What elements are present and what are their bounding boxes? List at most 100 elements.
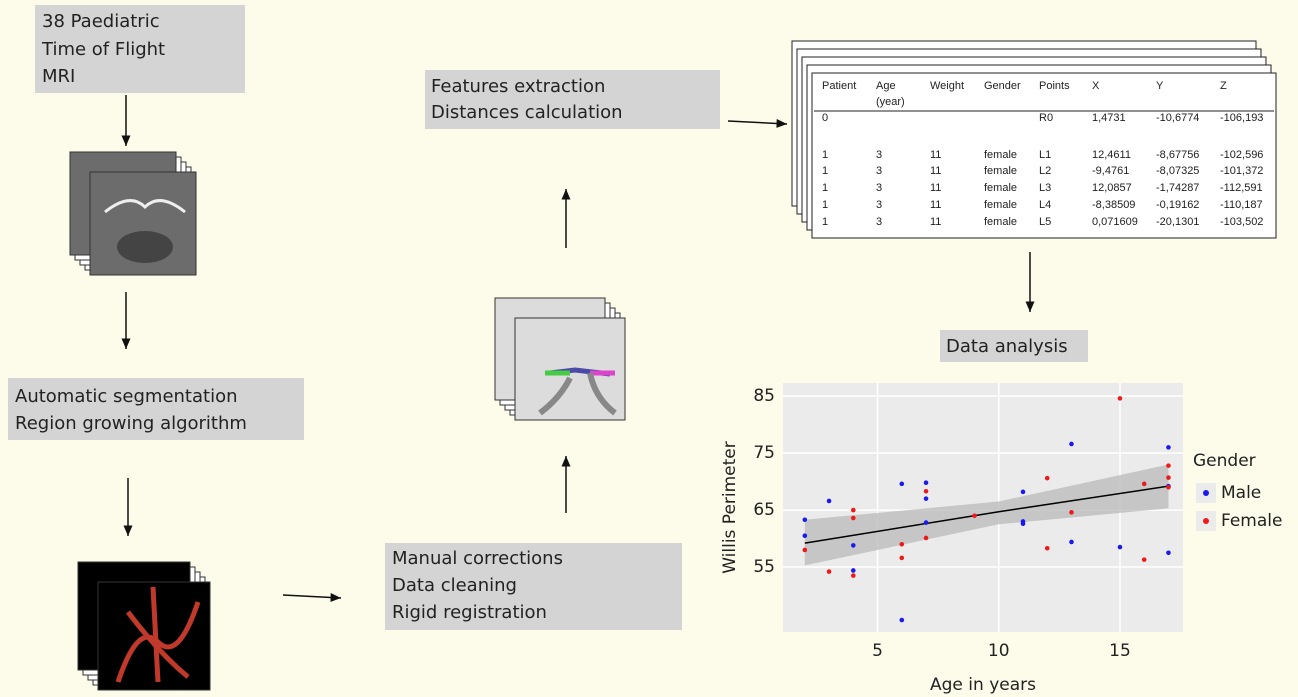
point xyxy=(851,515,856,521)
legend-title: Gender xyxy=(1193,451,1256,471)
table-header: Points xyxy=(1039,80,1070,92)
step-box xyxy=(385,543,682,630)
step-label: Distances calculation xyxy=(431,102,623,123)
point xyxy=(923,488,929,494)
step-label: Region growing algorithm xyxy=(15,413,247,434)
table-cell: female xyxy=(984,199,1017,211)
point xyxy=(1117,396,1123,401)
point xyxy=(802,547,808,553)
point xyxy=(851,507,856,513)
table-cell: L4 xyxy=(1039,199,1051,211)
table-cell: 0,071609 xyxy=(1092,216,1138,228)
y-tick-label: 85 xyxy=(753,386,775,406)
table-cell: 1 xyxy=(822,165,828,177)
step-label: MRI xyxy=(42,66,75,87)
point xyxy=(899,481,905,487)
table-cell: -103,502 xyxy=(1220,216,1263,228)
point xyxy=(851,573,856,578)
point xyxy=(802,517,808,523)
brain xyxy=(117,231,173,263)
point xyxy=(1166,445,1171,450)
table-cell: female xyxy=(984,182,1017,194)
step-box xyxy=(425,70,720,129)
table-cell: 12,4611 xyxy=(1092,149,1131,161)
point xyxy=(1117,544,1123,550)
table-cell: -8,07325 xyxy=(1156,165,1199,177)
table-cell: -9,4761 xyxy=(1092,165,1129,177)
vessel xyxy=(115,586,201,683)
point xyxy=(851,543,856,548)
point xyxy=(1141,481,1147,487)
legend-label: Male xyxy=(1221,483,1261,503)
table-cell: -8,38509 xyxy=(1092,199,1135,211)
x-tick-label: 5 xyxy=(872,641,883,661)
table-cell: -101,372 xyxy=(1220,165,1263,177)
table-cell: 0 xyxy=(822,112,828,124)
step-label: 38 Paediatric xyxy=(42,11,160,32)
point xyxy=(899,555,905,561)
point xyxy=(1069,539,1074,545)
y-tick-label: 55 xyxy=(753,557,775,577)
table-cell: 1 xyxy=(822,149,828,161)
step-box xyxy=(940,330,1088,362)
table-cell: female xyxy=(984,216,1017,228)
legend-marker xyxy=(1203,518,1209,524)
table-cell: -10,6774 xyxy=(1156,112,1199,124)
table-header: (year) xyxy=(876,96,905,108)
y-axis-label: Willis Perimeter xyxy=(720,441,740,574)
table-cell: 1 xyxy=(822,199,828,211)
table-cell: 3 xyxy=(876,165,882,177)
table-cell: -1,74287 xyxy=(1156,182,1199,194)
table-cell: 3 xyxy=(876,182,882,194)
y-tick-label: 75 xyxy=(753,443,775,463)
table-header: Weight xyxy=(930,80,964,92)
table-cell: 11 xyxy=(930,182,941,194)
point xyxy=(923,480,929,486)
point xyxy=(826,498,832,504)
step-box xyxy=(8,378,304,440)
point xyxy=(899,541,905,547)
legend-label: Female xyxy=(1221,511,1282,531)
vessel xyxy=(104,199,186,214)
step-label: Manual corrections xyxy=(392,548,563,569)
table-header: Age xyxy=(876,80,896,92)
point xyxy=(923,520,929,525)
table-cell: -106,193 xyxy=(1220,112,1263,124)
table-cell: -0,19162 xyxy=(1156,199,1199,211)
table-cell: -20,1301 xyxy=(1156,216,1199,228)
point xyxy=(826,569,832,574)
point xyxy=(923,535,929,541)
point xyxy=(1044,545,1050,551)
point xyxy=(1069,510,1074,515)
y-tick-label: 65 xyxy=(753,500,775,520)
step-label: Automatic segmentation xyxy=(15,386,238,407)
point xyxy=(1141,557,1147,562)
point xyxy=(923,496,929,501)
arrow xyxy=(727,118,788,128)
arrow xyxy=(282,592,342,602)
table-cell: L5 xyxy=(1039,216,1051,228)
table-cell: 1 xyxy=(822,182,828,194)
step-box xyxy=(35,5,245,93)
table-cell: -112,591 xyxy=(1220,182,1263,194)
point xyxy=(851,568,856,573)
table-header: Patient xyxy=(822,80,856,92)
point xyxy=(1166,550,1171,556)
table-cell: -8,67756 xyxy=(1156,149,1199,161)
table-header: X xyxy=(1092,80,1100,92)
table-cell: 1,4731 xyxy=(1092,112,1126,124)
table-cell: 11 xyxy=(930,165,941,177)
table-cell: -102,596 xyxy=(1220,149,1263,161)
x-tick-label: 10 xyxy=(988,641,1010,661)
step-label: Rigid registration xyxy=(392,602,547,623)
trend-line xyxy=(804,485,1169,544)
table-cell: 3 xyxy=(876,199,882,211)
table-cell: 11 xyxy=(930,149,941,161)
table-sheet xyxy=(811,72,1277,239)
point xyxy=(802,533,808,539)
step-label: Time of Flight xyxy=(41,39,165,60)
point xyxy=(972,513,977,519)
table-cell: female xyxy=(984,165,1017,177)
table-cell: 1 xyxy=(822,216,828,228)
